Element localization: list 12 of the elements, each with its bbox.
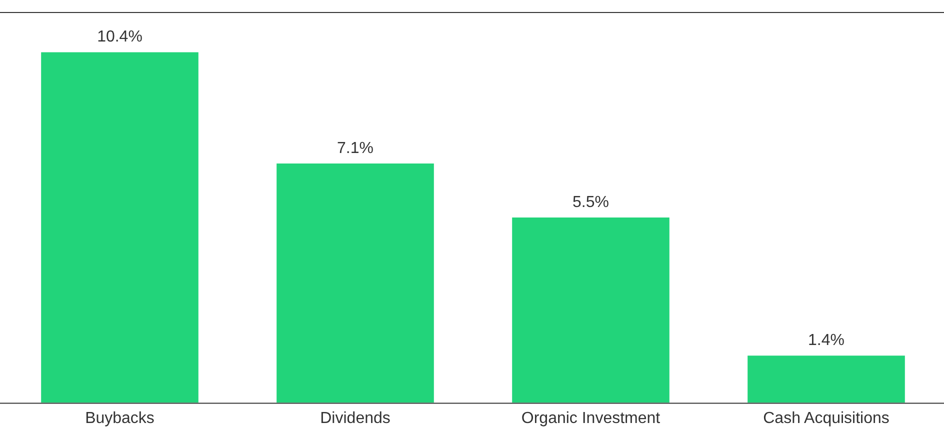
x-tick-label: Dividends <box>320 410 390 427</box>
data-label: 1.4% <box>808 332 844 350</box>
data-label: 7.1% <box>337 140 374 157</box>
x-tick-label: Cash Acquisitions <box>763 410 890 427</box>
bar <box>748 356 905 403</box>
x-tick-label: Buybacks <box>85 410 154 427</box>
data-label: 10.4% <box>97 28 142 46</box>
bar <box>276 164 434 403</box>
data-label: 5.5% <box>572 194 609 211</box>
bar <box>41 52 198 403</box>
x-tick-label: Organic Investment <box>521 410 661 427</box>
bar <box>512 217 670 403</box>
